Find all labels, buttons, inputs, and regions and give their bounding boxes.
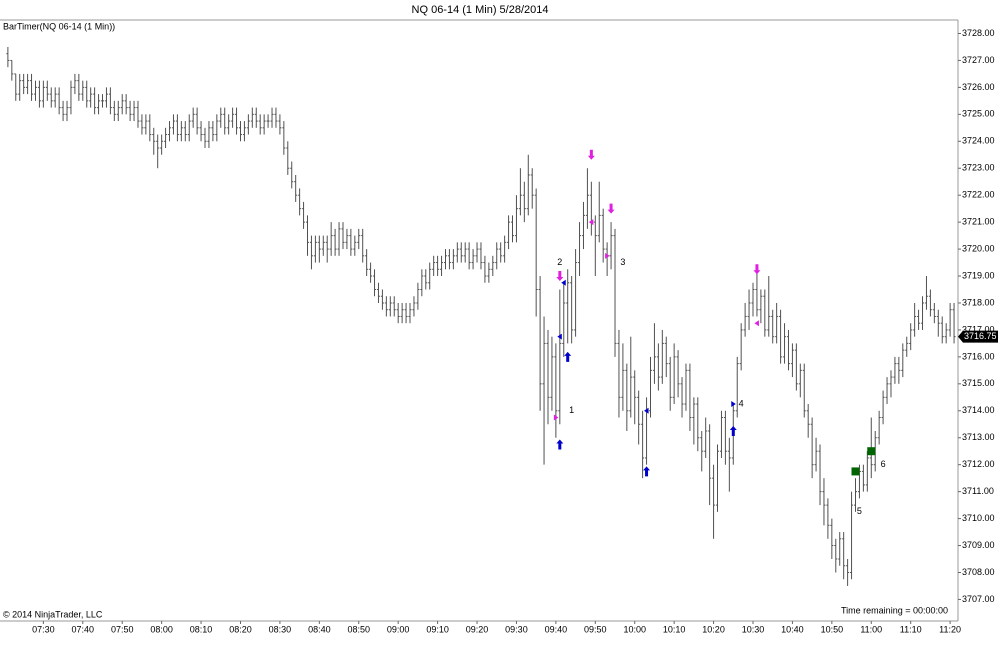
signal-up-arrow xyxy=(643,466,651,477)
y-tick-label: 3713.00 xyxy=(962,432,995,442)
status-text: Time remaining = 00:00:00 xyxy=(841,605,948,615)
last-price-box xyxy=(958,330,998,343)
x-tick-label: 07:50 xyxy=(111,624,134,634)
x-tick-label: 11:20 xyxy=(939,624,961,634)
x-tick-label: 10:30 xyxy=(742,624,765,634)
signal-square xyxy=(851,467,860,476)
y-tick-label: 3726.00 xyxy=(962,82,995,92)
x-tick-label: 09:10 xyxy=(426,624,449,634)
y-tick-label: 3710.00 xyxy=(962,513,995,523)
x-tick-label: 09:40 xyxy=(545,624,568,634)
x-tick-label: 08:00 xyxy=(150,624,173,634)
signal-label: 2 xyxy=(557,257,562,267)
signal-down-arrow xyxy=(753,264,761,275)
signal-up-arrow xyxy=(556,439,564,450)
last-price-label: 3716.75 xyxy=(964,331,997,341)
x-tick-label: 10:00 xyxy=(623,624,646,634)
signal-square xyxy=(867,447,876,456)
copyright: © 2014 NinjaTrader, LLC xyxy=(3,609,103,619)
y-tick-label: 3715.00 xyxy=(962,378,995,388)
y-tick-label: 3714.00 xyxy=(962,405,995,415)
x-tick-label: 11:10 xyxy=(900,624,922,634)
y-tick-label: 3708.00 xyxy=(962,567,995,577)
signal-label: 6 xyxy=(881,459,886,469)
x-tick-label: 10:20 xyxy=(702,624,725,634)
signal-right-triangle xyxy=(605,252,610,259)
y-tick-label: 3722.00 xyxy=(962,190,995,200)
signal-left-triangle xyxy=(561,279,566,286)
x-tick-label: 07:40 xyxy=(72,624,95,634)
x-tick-label: 09:20 xyxy=(466,624,489,634)
y-tick-label: 3720.00 xyxy=(962,243,995,253)
chart-title: NQ 06-14 (1 Min) 5/28/2014 xyxy=(412,4,549,16)
y-tick-label: 3721.00 xyxy=(962,217,995,227)
x-tick-label: 08:30 xyxy=(269,624,292,634)
y-tick-label: 3723.00 xyxy=(962,163,995,173)
signal-down-arrow xyxy=(556,271,564,282)
y-tick-label: 3724.00 xyxy=(962,136,995,146)
signal-label: 1 xyxy=(569,405,574,415)
y-tick-label: 3728.00 xyxy=(962,28,995,38)
y-tick-label: 3718.00 xyxy=(962,297,995,307)
x-tick-label: 10:40 xyxy=(781,624,804,634)
signal-label: 4 xyxy=(739,398,744,408)
x-tick-label: 08:10 xyxy=(190,624,213,634)
y-tick-label: 3725.00 xyxy=(962,109,995,119)
indicator-label: BarTimer(NQ 06-14 (1 Min)) xyxy=(3,21,115,31)
signal-right-triangle xyxy=(731,401,736,408)
x-tick-label: 09:30 xyxy=(505,624,528,634)
x-tick-label: 11:00 xyxy=(860,624,882,634)
x-tick-label: 08:50 xyxy=(347,624,370,634)
y-tick-label: 3712.00 xyxy=(962,459,995,469)
x-tick-label: 08:40 xyxy=(308,624,331,634)
signal-label: 3 xyxy=(620,257,625,267)
signal-left-triangle xyxy=(754,320,759,327)
x-tick-label: 09:00 xyxy=(387,624,410,634)
x-tick-label: 10:50 xyxy=(821,624,844,634)
y-tick-label: 3717.00 xyxy=(962,324,995,334)
signal-left-triangle xyxy=(644,407,649,414)
y-tick-label: 3707.00 xyxy=(962,594,995,604)
signal-up-arrow xyxy=(729,425,737,436)
signal-up-arrow xyxy=(564,351,572,362)
x-tick-label: 09:50 xyxy=(584,624,607,634)
y-tick-label: 3719.00 xyxy=(962,270,995,280)
signal-left-triangle xyxy=(557,333,562,340)
x-tick-label: 07:30 xyxy=(32,624,55,634)
signal-right-triangle xyxy=(553,414,559,421)
y-tick-label: 3709.00 xyxy=(962,540,995,550)
signal-label: 5 xyxy=(857,506,862,516)
y-tick-label: 3716.00 xyxy=(962,351,995,361)
y-tick-label: 3727.00 xyxy=(962,55,995,65)
signal-down-arrow xyxy=(607,203,615,214)
signal-left-triangle xyxy=(588,219,594,226)
x-tick-label: 08:20 xyxy=(229,624,252,634)
y-tick-label: 3711.00 xyxy=(962,486,994,496)
signal-down-arrow xyxy=(587,149,595,160)
x-tick-label: 10:10 xyxy=(663,624,686,634)
